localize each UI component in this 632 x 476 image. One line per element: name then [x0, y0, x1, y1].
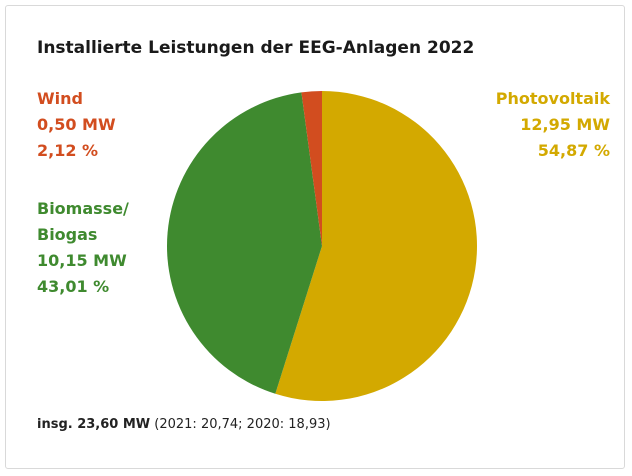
- slice-label-line: Wind: [37, 89, 83, 108]
- chart-card: Installierte Leistungen der EEG-Anlagen …: [5, 5, 625, 469]
- slice-label-line: 12,95 MW: [520, 115, 610, 134]
- slice-label-line: Photovoltaik: [495, 89, 610, 108]
- slice-label-line: 43,01 %: [37, 277, 110, 296]
- footnote: insg. 23,60 MW (2021: 20,74; 2020: 18,93…: [37, 417, 331, 432]
- slice-label-line: 54,87 %: [537, 141, 610, 160]
- footnote-total: insg. 23,60 MW: [37, 417, 151, 432]
- pie-slice: [166, 92, 322, 394]
- pie-slice: [275, 91, 477, 401]
- slice-label: Biomasse/ Biogas 10,15 MW 43,01 %: [37, 196, 129, 300]
- slice-label: Wind 0,50 MW 2,12 %: [37, 86, 116, 164]
- slice-label-line: Biomasse/ Biogas: [37, 199, 129, 244]
- slice-label: Photovoltaik 12,95 MW 54,87 %: [496, 86, 610, 164]
- footnote-history: (2021: 20,74; 2020: 18,93): [154, 417, 331, 432]
- slice-label-line: 10,15 MW: [37, 251, 127, 270]
- pie-slice: [301, 91, 322, 246]
- chart-title: Installierte Leistungen der EEG-Anlagen …: [37, 38, 475, 58]
- slice-label-line: 2,12 %: [37, 141, 99, 160]
- slice-label-line: 0,50 MW: [37, 115, 116, 134]
- pie-chart: [166, 91, 477, 401]
